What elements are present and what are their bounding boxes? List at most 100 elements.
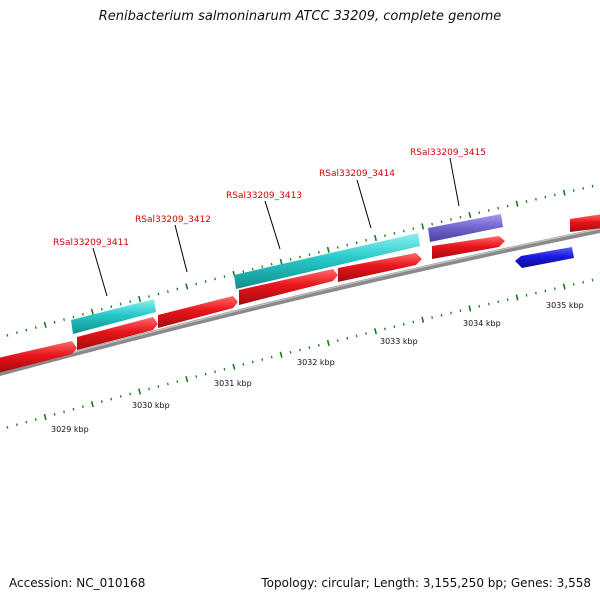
minor-tick (166, 290, 169, 293)
minor-tick (204, 280, 207, 283)
gene-arrow-forward[interactable] (158, 296, 238, 328)
minor-tick (166, 382, 169, 386)
genome-backbone-highlight (0, 228, 600, 373)
leader-line (356, 179, 372, 229)
minor-tick (110, 397, 113, 401)
leader-line (264, 200, 281, 250)
minor-tick (497, 300, 500, 304)
minor-tick (157, 385, 160, 388)
minor-tick (176, 287, 179, 291)
major-tick (562, 189, 566, 196)
minor-tick (15, 331, 18, 335)
gene-arrow-reverse[interactable] (515, 247, 574, 268)
minor-tick (591, 278, 594, 282)
minor-tick (346, 243, 349, 247)
major-tick (515, 200, 519, 207)
major-tick (421, 223, 425, 230)
minor-tick (53, 413, 56, 416)
gene-arrow-forward[interactable] (77, 317, 158, 350)
minor-tick (582, 186, 585, 190)
minor-tick (553, 193, 556, 197)
minor-tick (317, 343, 320, 347)
gene-arrow-forward[interactable] (570, 214, 600, 232)
minor-tick (223, 275, 226, 278)
minor-tick (261, 265, 264, 269)
gene-arrow-forward[interactable] (338, 253, 422, 282)
minor-tick (195, 375, 198, 378)
minor-tick (223, 367, 226, 371)
feature-bar-cyan[interactable] (234, 233, 420, 289)
minor-tick (242, 270, 245, 273)
feature-bar-cyan[interactable] (71, 299, 156, 334)
leader-line (449, 157, 460, 207)
minor-tick (336, 339, 339, 342)
minor-tick (214, 277, 217, 281)
major-tick (185, 375, 189, 383)
gene-arrow-forward[interactable] (239, 269, 338, 305)
minor-tick (25, 420, 28, 424)
minor-tick (402, 229, 405, 233)
scale-label-3029: 3029 kbp (51, 425, 89, 434)
minor-tick (251, 360, 254, 364)
major-tick (232, 363, 236, 370)
gene-label-3413[interactable]: RSal33209_3413 (226, 191, 302, 201)
minor-tick (157, 292, 160, 296)
minor-tick (572, 189, 575, 192)
minor-tick (412, 320, 415, 324)
minor-tick (478, 304, 481, 308)
minor-tick (81, 405, 84, 409)
minor-tick (110, 305, 113, 309)
minor-tick (535, 197, 537, 201)
minor-tick (204, 372, 207, 376)
minor-tick (195, 282, 198, 286)
feature-bar-purple[interactable] (428, 214, 503, 242)
minor-tick (525, 200, 528, 203)
minor-tick (459, 309, 462, 313)
minor-tick (365, 332, 367, 335)
minor-tick (81, 313, 84, 316)
minor-tick (53, 320, 56, 324)
minor-tick (6, 333, 9, 337)
gene-labels: RSal33209_3411 RSal33209_3412 RSal33209_… (53, 148, 486, 248)
minor-tick (431, 316, 434, 319)
inner-tick-ring (6, 278, 594, 429)
major-tick (90, 401, 94, 408)
minor-tick (450, 311, 452, 315)
major-tick (279, 258, 283, 265)
scale-labels: 3029 kbp 3030 kbp 3031 kbp 3032 kbp 3033… (51, 301, 584, 434)
gene-arrow-forward[interactable] (432, 236, 505, 259)
accession-text: Accession: NC_010168 (9, 576, 146, 590)
minor-tick (506, 298, 509, 302)
topology-summary: Topology: circular; Length: 3,155,250 bp… (261, 576, 591, 590)
gene-arrow-forward[interactable] (0, 341, 77, 373)
minor-tick (440, 313, 443, 317)
gene-label-3412[interactable]: RSal33209_3412 (135, 215, 211, 225)
minor-tick (289, 258, 292, 261)
minor-tick (148, 295, 150, 298)
minor-tick (506, 204, 509, 208)
minor-tick (63, 410, 66, 414)
minor-tick (129, 392, 132, 396)
major-tick (43, 413, 47, 421)
scale-label-3031: 3031 kbp (214, 379, 252, 388)
minor-tick (591, 184, 594, 188)
minor-tick (412, 227, 415, 231)
minor-tick (572, 283, 575, 286)
feature-bars (71, 214, 503, 334)
gene-label-3415[interactable]: RSal33209_3415 (410, 148, 486, 158)
outer-tick-ring (6, 184, 594, 337)
minor-tick (478, 211, 481, 215)
gene-label-3411[interactable]: RSal33209_3411 (53, 238, 129, 248)
map-title: Renibacterium salmoninarum ATCC 33209, c… (98, 9, 502, 24)
minor-tick (393, 325, 396, 329)
minor-tick (308, 346, 311, 349)
minor-tick (384, 234, 386, 238)
scale-label-3034: 3034 kbp (463, 319, 501, 328)
minor-tick (393, 231, 396, 235)
minor-tick (251, 267, 254, 271)
minor-tick (582, 280, 585, 284)
minor-tick (100, 400, 103, 403)
scale-label-3033: 3033 kbp (380, 337, 418, 346)
minor-tick (544, 289, 547, 293)
gene-label-3414[interactable]: RSal33209_3414 (319, 169, 395, 179)
